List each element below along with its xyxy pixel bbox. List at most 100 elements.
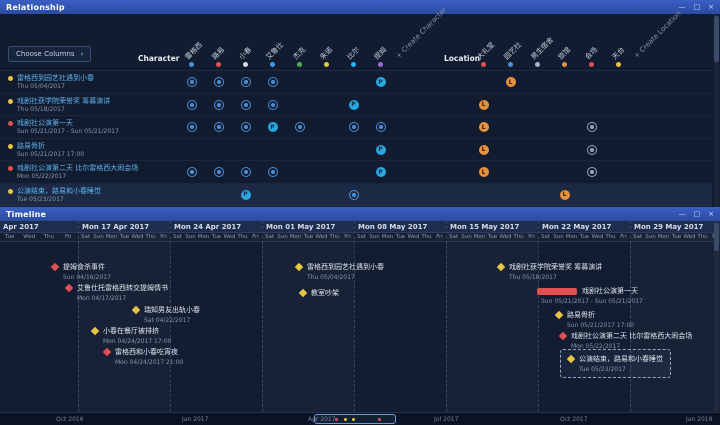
character-column-label[interactable]: 杰克	[291, 45, 308, 62]
relationship-vertical-scrollbar[interactable]	[714, 14, 719, 207]
character-column-label[interactable]: 比尔	[345, 45, 362, 62]
event-color-dot	[8, 188, 13, 194]
week-label: Mon 22 May 2017	[539, 221, 630, 233]
location-column-label[interactable]: 天台	[610, 45, 627, 62]
involved-marker-icon[interactable]	[267, 167, 278, 177]
relationship-event-row[interactable]: 路易骨折 Sun 05/21/2017 17:00 P L	[0, 139, 712, 161]
relationship-event-row[interactable]: 戏剧社获学院荣誉奖 筹募演讲 Thu 05/18/2017 P L	[0, 94, 712, 116]
relationship-event-row[interactable]: 雷格西到园艺社遇到小春 Thu 05/04/2017 P L	[0, 71, 712, 94]
create-location-button[interactable]: + Create Location	[632, 9, 683, 61]
involved-marker-icon[interactable]	[375, 122, 386, 132]
timeline-event[interactable]: 艾鲁仕托雷格西转交提姆情书 Mon 04/17/2017	[64, 283, 168, 302]
character-column-label[interactable]: 小春	[237, 45, 254, 62]
location-column-label[interactable]: 旅馆	[556, 45, 573, 62]
involved-marker-icon[interactable]	[213, 77, 224, 87]
close-icon[interactable]: ×	[708, 210, 714, 218]
minimap-viewport-thumb[interactable]	[314, 414, 396, 424]
choose-columns-button[interactable]: Choose Columns ›	[8, 46, 92, 62]
involved-marker-icon[interactable]	[213, 99, 224, 110]
character-column-label[interactable]: 朱诺	[318, 45, 335, 62]
involved-marker-icon[interactable]	[213, 122, 224, 132]
involved-marker-icon[interactable]	[348, 189, 359, 200]
pov-marker-icon[interactable]: P	[375, 167, 386, 177]
location-marker-icon[interactable]: L	[478, 122, 489, 132]
timeline-event[interactable]: 瑞知男友出轨小春 Sat 04/22/2017	[131, 305, 200, 324]
location-marker-icon[interactable]: L	[478, 99, 489, 110]
involved-marker-icon[interactable]	[240, 122, 251, 132]
location-marker-icon[interactable]: L	[478, 167, 489, 177]
relationship-window-controls: — □ ×	[679, 0, 715, 14]
relationship-titlebar[interactable]: Relationship — □ ×	[0, 0, 720, 14]
location-column-label[interactable]: 会场	[583, 45, 600, 62]
mentioned-marker-icon[interactable]	[586, 167, 597, 177]
timeline-body: Apr 2017 Tue Wed Thu Fri Mon 17 Apr 2017 Sat Su…	[0, 221, 720, 425]
marker-dot	[243, 102, 248, 107]
mentioned-marker-icon[interactable]	[586, 144, 597, 155]
involved-marker-icon[interactable]	[294, 122, 305, 132]
float-icon[interactable]: □	[693, 210, 701, 218]
location-marker-icon[interactable]: L	[559, 189, 570, 200]
pov-marker-icon[interactable]: P	[240, 189, 251, 200]
character-column-label[interactable]: 雷格西	[183, 40, 205, 62]
day-label: Sun	[93, 234, 104, 240]
pov-marker-icon[interactable]: P	[267, 122, 278, 132]
character-column-label[interactable]: 艾鲁仕	[264, 40, 286, 62]
close-icon[interactable]: ×	[708, 3, 714, 11]
pov-marker-icon[interactable]: P	[375, 144, 386, 155]
location-column-label[interactable]: 大礼堂	[475, 40, 497, 62]
involved-marker-icon[interactable]	[348, 122, 359, 132]
character-column-label[interactable]: 提姆	[372, 45, 389, 62]
involved-marker-icon[interactable]	[267, 99, 278, 110]
timeline-event[interactable]: 雷格西到园艺社遇到小春 Thu 05/04/2017	[294, 262, 384, 281]
day-label: Thu	[43, 234, 54, 240]
involved-marker-icon[interactable]	[186, 99, 197, 110]
float-icon[interactable]: □	[693, 3, 701, 11]
timeline-event[interactable]: 雷格西和小春吃宵夜 Mon 04/24/2017 21:00	[102, 347, 183, 366]
timeline-event[interactable]: 戏剧社获学院荣誉奖 筹募演讲 Thu 05/18/2017	[496, 262, 602, 281]
character-color-dot	[297, 62, 302, 67]
timeline-vertical-scrollbar[interactable]	[714, 221, 719, 412]
event-color-dot	[8, 98, 13, 104]
timeline-scrollbar-thumb[interactable]	[714, 223, 719, 251]
minimize-icon[interactable]: —	[678, 3, 686, 11]
relationship-scrollbar-thumb[interactable]	[714, 16, 719, 62]
location-marker-icon[interactable]: L	[478, 144, 489, 155]
timeline-event[interactable]: 戏剧社公演第一天 Sun 05/21/2017 - Sun 05/21/2017	[537, 286, 643, 305]
day-label: Wed	[223, 234, 236, 240]
involved-marker-icon[interactable]	[186, 167, 197, 177]
week-label: Mon 24 Apr 2017	[171, 221, 262, 233]
pov-marker-icon[interactable]: P	[375, 77, 386, 87]
involved-marker-icon[interactable]	[240, 77, 251, 87]
involved-marker-icon[interactable]	[240, 99, 251, 110]
marker-dot	[589, 170, 594, 174]
create-character-button[interactable]: + Create Character	[394, 6, 449, 61]
timeline-event[interactable]: 戏剧社公演第二天 比尔雷格西大闹会场 Mon 05/22/2017	[558, 331, 692, 350]
timeline-event[interactable]: 教室吵架	[298, 288, 339, 298]
timeline-titlebar[interactable]: Timeline — □ ×	[0, 207, 720, 221]
character-column-label[interactable]: 路易	[210, 45, 227, 62]
mentioned-marker-icon[interactable]	[586, 122, 597, 132]
involved-marker-icon[interactable]	[267, 77, 278, 87]
involved-marker-icon[interactable]	[213, 167, 224, 177]
day-label: Tue	[395, 234, 406, 240]
timeline-event[interactable]: 路易骨折 Sun 05/21/2017 17:00	[554, 310, 634, 329]
timeline-event[interactable]: 小春在餐厅被排挤 Mon 04/24/2017 17:00	[90, 326, 171, 345]
location-column-label[interactable]: 园艺社	[502, 40, 524, 62]
relationship-event-row[interactable]: 公演结束，路易和小春睡觉 Tue 05/23/2017 P L	[0, 183, 712, 206]
location-column-label[interactable]: 男生宿舍	[529, 35, 556, 62]
location-marker-icon[interactable]: L	[505, 77, 516, 87]
timeline-minimap[interactable]: Oct 2016 Jan 2017 Apr 2017 Jul 2017 Oct 2017…	[0, 412, 720, 425]
involved-marker-icon[interactable]	[240, 167, 251, 177]
timeline-event[interactable]: 提姆食杀事件 Sun 04/16/2017	[50, 262, 111, 281]
timeline-event[interactable]: 公演结束，路易和小春睡觉 Tue 05/23/2017	[560, 349, 671, 378]
character-color-dot	[324, 62, 329, 67]
event-line: 公演结束，路易和小春睡觉	[566, 354, 663, 364]
involved-marker-icon[interactable]	[186, 122, 197, 132]
choose-columns-label: Choose Columns	[16, 50, 75, 58]
involved-marker-icon[interactable]	[186, 77, 197, 87]
relationship-event-row[interactable]: 戏剧社公演第二天 比尔雷格西大闹会场 Mon 05/22/2017 P L	[0, 161, 712, 184]
pov-marker-icon[interactable]: P	[348, 99, 359, 110]
relationship-event-row[interactable]: 戏剧社公演第一天 Sun 05/21/2017 - Sun 05/21/2017 P…	[0, 116, 712, 139]
minimize-icon[interactable]: —	[678, 210, 686, 218]
